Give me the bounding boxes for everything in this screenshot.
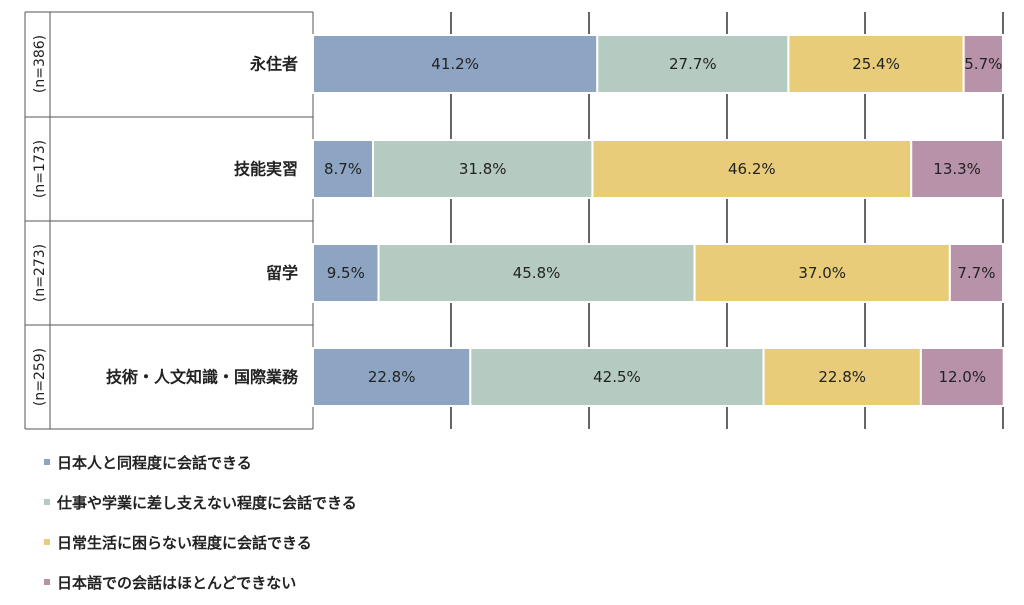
data-label: 41.2% xyxy=(431,55,479,73)
legend-label: 仕事や学業に差し支えない程度に会話できる xyxy=(57,493,357,512)
legend-swatch xyxy=(44,539,50,545)
legend-item-daily-life: 日常生活に困らない程度に会話できる xyxy=(44,522,357,562)
bar-segment xyxy=(693,243,951,303)
bar-segment xyxy=(312,347,472,407)
category-n-label: (n=173) xyxy=(32,140,48,198)
data-label: 22.8% xyxy=(368,368,416,386)
bar-segment xyxy=(948,243,1004,303)
bar-segment xyxy=(919,347,1005,407)
data-label: 37.0% xyxy=(798,264,846,282)
bar-segment xyxy=(787,34,965,94)
data-label: 45.8% xyxy=(513,264,561,282)
legend-label: 日本語での会話はほとんどできない xyxy=(57,573,297,592)
bar-segment xyxy=(469,347,765,407)
legend-swatch xyxy=(44,459,50,465)
category-label: 留学 xyxy=(266,264,298,283)
bar-segment xyxy=(596,34,790,94)
data-label: 31.8% xyxy=(459,160,507,178)
category-n-label: (n=273) xyxy=(32,244,48,302)
data-label: 46.2% xyxy=(728,160,776,178)
category-label: 技術・人文知識・国際業務 xyxy=(106,368,299,387)
data-label: 13.3% xyxy=(933,160,981,178)
category-label: 技能実習 xyxy=(234,160,298,179)
data-label: 5.7% xyxy=(964,55,1002,73)
stacked-bar-chart: (n=386) 永住者 41.2% 27.7% 25.4% 5.7% (n=173) 技能実習… xyxy=(24,11,1005,430)
bar-segment xyxy=(910,139,1004,199)
category-label: 永住者 xyxy=(249,55,298,74)
bar-segment xyxy=(312,243,380,303)
bar-segment xyxy=(377,243,696,303)
legend-item-work-study: 仕事や学業に差し支えない程度に会話できる xyxy=(44,482,357,522)
legend-item-almost-none: 日本語での会話はほとんどできない xyxy=(44,562,357,602)
data-label: 9.5% xyxy=(327,264,365,282)
legend-label: 日本人と同程度に会話できる xyxy=(57,453,252,472)
legend-swatch xyxy=(44,499,50,505)
legend-item-fluent: 日本人と同程度に会話できる xyxy=(44,442,357,482)
category-n-label: (n=259) xyxy=(32,348,48,406)
category-n-label: (n=386) xyxy=(32,35,48,93)
legend-label: 日常生活に困らない程度に会話できる xyxy=(57,533,312,552)
bar-segment xyxy=(591,139,913,199)
data-label: 27.7% xyxy=(669,55,717,73)
data-label: 7.7% xyxy=(957,264,995,282)
bar-segment xyxy=(312,139,375,199)
bar-segment xyxy=(372,139,594,199)
legend-swatch xyxy=(44,579,50,585)
data-label: 12.0% xyxy=(938,368,986,386)
data-label: 25.4% xyxy=(852,55,900,73)
legend: 日本人と同程度に会話できる 仕事や学業に差し支えない程度に会話できる 日常生活に… xyxy=(44,442,357,602)
data-label: 8.7% xyxy=(324,160,362,178)
data-label: 42.5% xyxy=(593,368,641,386)
data-label: 22.8% xyxy=(818,368,866,386)
bar-segment xyxy=(762,347,922,407)
bar-segment xyxy=(962,34,1004,94)
